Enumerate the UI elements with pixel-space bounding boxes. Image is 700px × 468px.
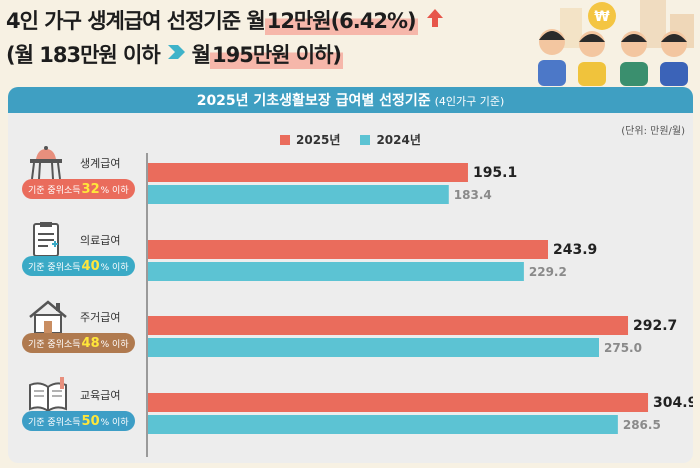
chart-unit: (단위: 만원/월)	[621, 126, 685, 137]
legend-swatch-2025	[280, 134, 290, 145]
badge-percent: 50	[81, 413, 100, 429]
badge-suffix: % 이하	[100, 339, 129, 350]
bar-2025-4	[148, 393, 649, 412]
category-label: 주거급여	[80, 311, 121, 324]
legend-label-2024: 2024년	[376, 133, 421, 147]
arrow-up-icon	[426, 8, 444, 33]
arrow-right-icon	[166, 42, 186, 66]
legend-item-2025: 2025년	[280, 131, 340, 148]
median-income-badge: 기준 중위소득 50% 이하	[22, 411, 135, 431]
books-icon	[26, 375, 72, 421]
headline-text-2024: (월 183만원 이하	[6, 43, 161, 67]
category-label: 의료급여	[80, 234, 121, 247]
bar-2024-2	[148, 262, 524, 281]
value-label-2025-2: 243.9	[553, 242, 597, 258]
badge-suffix: % 이하	[100, 185, 129, 196]
value-label-2025-3: 292.7	[633, 318, 677, 334]
badge-suffix: % 이하	[100, 262, 129, 273]
legend-swatch-2024	[360, 134, 371, 145]
badge-percent: 48	[81, 335, 100, 351]
median-income-badge: 기준 중위소득 40% 이하	[22, 256, 135, 276]
bar-2025-2	[148, 240, 548, 259]
headline-line-1: 4인 가구 생계급여 선정기준 월 12만원(6.42%)	[6, 2, 526, 38]
headline-highlight-2025: 195만원 이하)	[209, 39, 344, 69]
bar-2024-1	[148, 185, 449, 204]
badge-prefix: 기준 중위소득	[28, 417, 81, 428]
svg-text:₩: ₩	[594, 9, 610, 25]
headline-text-2025-prefix: 월	[191, 43, 211, 67]
value-label-2024-4: 286.5	[623, 418, 661, 432]
median-income-badge: 기준 중위소득 48% 이하	[22, 333, 135, 353]
badge-suffix: % 이하	[100, 417, 129, 428]
headline-line-2: (월 183만원 이하 월 195만원 이하)	[6, 36, 526, 72]
value-label-2025-4: 304.9	[653, 395, 693, 411]
headline: 4인 가구 생계급여 선정기준 월 12만원(6.42%) (월 183만원 이…	[6, 2, 526, 72]
category-label: 생계급여	[80, 157, 121, 170]
panel-title: 2025년 기초생활보장 급여별 선정기준	[196, 93, 431, 109]
value-label-2024-2: 229.2	[529, 265, 567, 279]
badge-percent: 40	[81, 258, 100, 274]
bar-2025-1	[148, 163, 468, 182]
badge-percent: 32	[81, 181, 100, 197]
category-label: 교육급여	[80, 389, 121, 402]
bar-2024-3	[148, 338, 599, 357]
medical-chart-icon	[26, 220, 72, 266]
headline-text: 4인 가구 생계급여 선정기준 월	[6, 9, 266, 33]
panel-title-bar: 2025년 기초생활보장 급여별 선정기준 (4인가구 기준)	[8, 87, 693, 113]
badge-prefix: 기준 중위소득	[28, 185, 81, 196]
chart-legend: 2025년 2024년	[280, 131, 421, 148]
headline-highlight: 12만원(6.42%)	[264, 5, 418, 35]
bar-chart: 195.1 183.4 243.9 229.2 292.7 275.0 304.9 286.5	[146, 153, 693, 457]
value-label-2024-3: 275.0	[604, 341, 642, 355]
badge-prefix: 기준 중위소득	[28, 339, 81, 350]
people-illustration: ₩	[520, 0, 700, 86]
dining-table-icon	[26, 143, 72, 189]
value-label-2024-1: 183.4	[454, 188, 492, 202]
value-label-2025-1: 195.1	[473, 165, 517, 181]
house-icon	[26, 297, 72, 343]
bar-2025-3	[148, 316, 629, 335]
bar-2024-4	[148, 415, 618, 434]
legend-label-2025: 2025년	[296, 133, 341, 147]
badge-prefix: 기준 중위소득	[28, 262, 81, 273]
legend-item-2024: 2024년	[360, 131, 421, 148]
chart-panel: 2025년 기초생활보장 급여별 선정기준 (4인가구 기준) 2025년 20…	[8, 87, 693, 463]
median-income-badge: 기준 중위소득 32% 이하	[22, 179, 135, 199]
panel-subtitle: (4인가구 기준)	[434, 95, 505, 108]
